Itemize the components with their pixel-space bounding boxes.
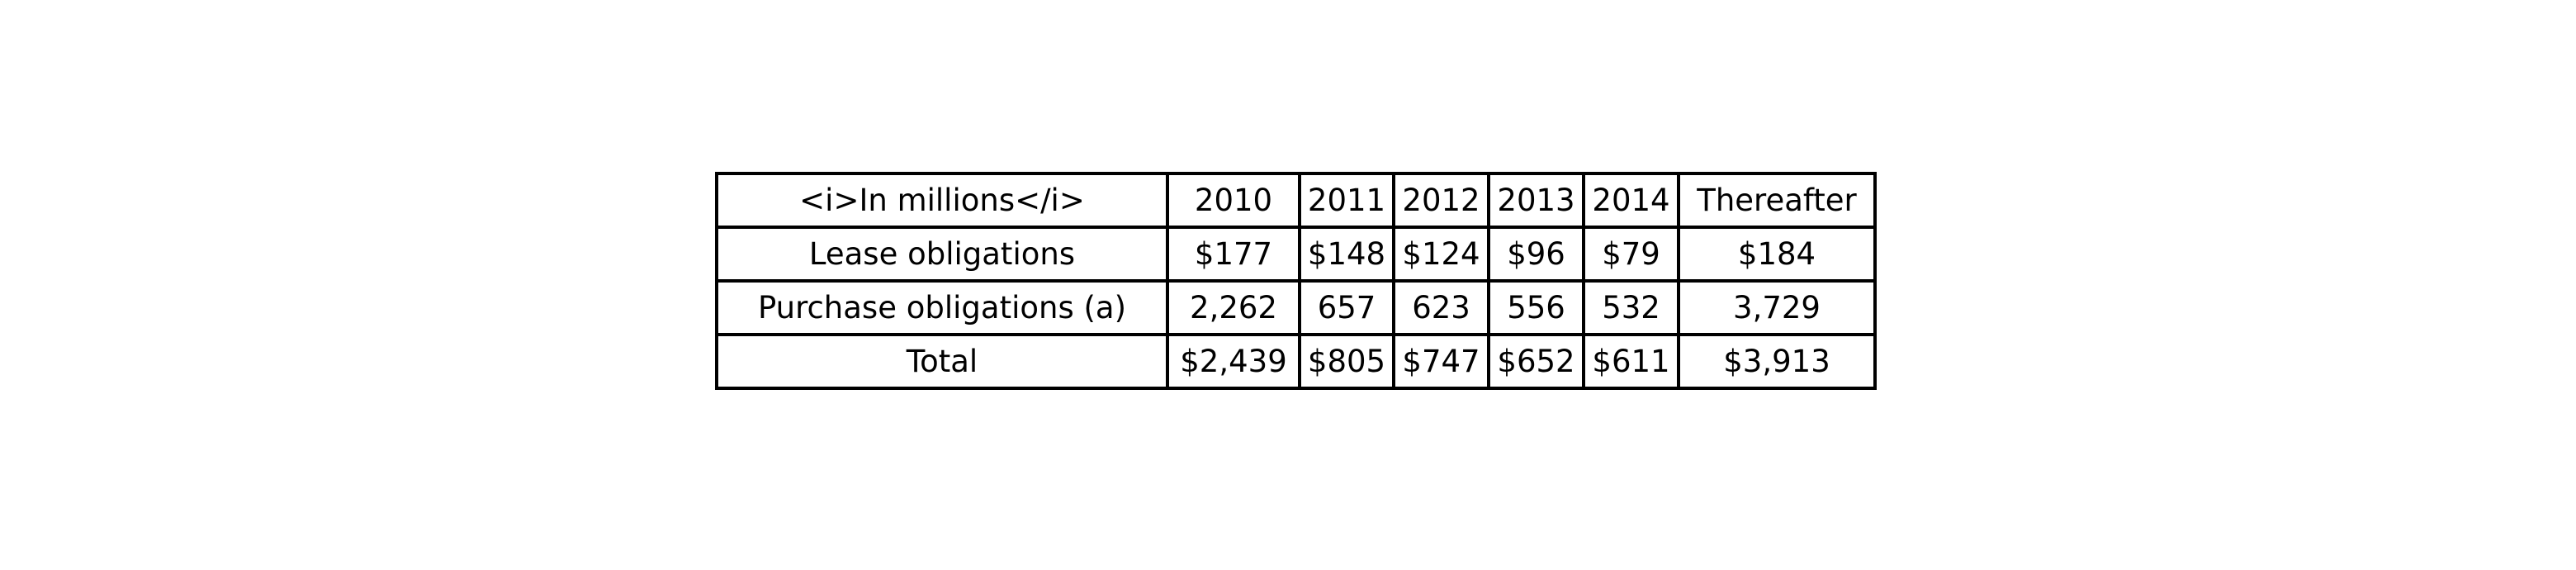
header-cell-2012: 2012: [1392, 172, 1490, 229]
table-cell: $805: [1298, 333, 1395, 390]
header-cell-units: <i>In millions</i>: [715, 172, 1169, 229]
row-label-lease: Lease obligations: [715, 226, 1169, 283]
row-label-purchase: Purchase obligations (a): [715, 279, 1169, 336]
table-cell: $177: [1166, 226, 1301, 283]
table-cell: $148: [1298, 226, 1395, 283]
table-header-row: <i>In millions</i> 2010 2011 2012 2013 2…: [715, 172, 1877, 229]
table-cell: 2,262: [1166, 279, 1301, 336]
table-cell: 3,729: [1677, 279, 1877, 336]
table-cell: $124: [1392, 226, 1490, 283]
table-cell: $747: [1392, 333, 1490, 390]
table-cell: 657: [1298, 279, 1395, 336]
table-row: Purchase obligations (a) 2,262 657 623 5…: [715, 279, 1877, 336]
table-cell: $3,913: [1677, 333, 1877, 390]
header-cell-2014: 2014: [1582, 172, 1680, 229]
table-cell: $611: [1582, 333, 1680, 390]
table-row: Total $2,439 $805 $747 $652 $611 $3,913: [715, 333, 1877, 390]
table-cell: 623: [1392, 279, 1490, 336]
row-label-total: Total: [715, 333, 1169, 390]
table-cell: $96: [1487, 226, 1585, 283]
obligations-table-container: <i>In millions</i> 2010 2011 2012 2013 2…: [715, 172, 1877, 390]
table-cell: 532: [1582, 279, 1680, 336]
table-cell: $184: [1677, 226, 1877, 283]
table-cell: 556: [1487, 279, 1585, 336]
header-cell-2011: 2011: [1298, 172, 1395, 229]
table-cell: $652: [1487, 333, 1585, 390]
table-cell: $2,439: [1166, 333, 1301, 390]
header-cell-thereafter: Thereafter: [1677, 172, 1877, 229]
table-cell: $79: [1582, 226, 1680, 283]
table-row: Lease obligations $177 $148 $124 $96 $79…: [715, 226, 1877, 283]
header-cell-2013: 2013: [1487, 172, 1585, 229]
header-cell-2010: 2010: [1166, 172, 1301, 229]
obligations-table: <i>In millions</i> 2010 2011 2012 2013 2…: [715, 172, 1877, 390]
